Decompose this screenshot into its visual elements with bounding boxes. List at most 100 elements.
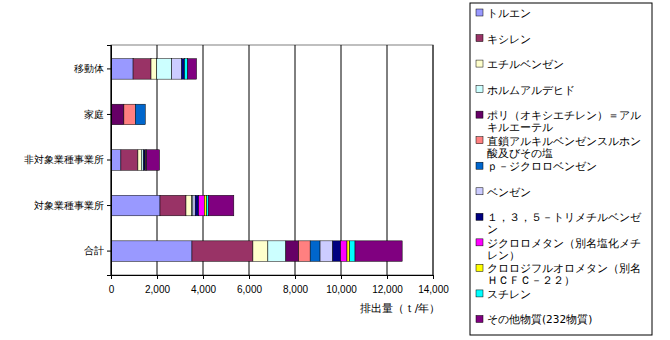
legend-label: ホルムアルデヒド xyxy=(487,84,575,96)
legend-label: ジクロロメタン（別名塩化メチレン） xyxy=(487,237,641,261)
tick: 4,000 xyxy=(191,275,216,295)
tick-label: 2,000 xyxy=(145,284,170,295)
tick: 12,000 xyxy=(372,275,403,295)
bar-segment xyxy=(145,104,146,124)
legend-label: エチルベンゼン xyxy=(487,58,564,70)
legend-label: １，３，５－トリメチルベンゼン xyxy=(487,211,642,235)
grid-line xyxy=(387,45,388,275)
bar-segment xyxy=(172,59,182,79)
series xyxy=(111,104,299,261)
bar-segment xyxy=(147,150,160,170)
series xyxy=(111,59,192,262)
bar-segment xyxy=(145,104,146,124)
legend-label: ポリ（オキシエチレン）＝アルキルエーテル xyxy=(487,109,641,133)
bar-segment xyxy=(350,241,355,261)
tick-mark xyxy=(249,275,250,279)
tick-mark xyxy=(107,68,111,69)
legend-label-line: １，３，５－トリメチルベンゼ xyxy=(487,211,642,223)
tick-mark xyxy=(203,275,204,279)
bar-segment xyxy=(111,59,133,79)
legend-label: キシレン xyxy=(487,33,531,45)
bar-segment xyxy=(185,59,188,79)
tick: 移動体 xyxy=(74,63,111,74)
legend-label: ベンゼン xyxy=(487,186,531,198)
legend-swatch xyxy=(476,86,483,93)
legend-label: スチレン xyxy=(487,288,531,300)
legend-label-line: キシレン xyxy=(487,33,531,45)
bar-segment xyxy=(195,195,198,215)
bar-segment xyxy=(121,150,138,170)
grid-line xyxy=(203,45,204,275)
bar-segment xyxy=(145,104,146,124)
legend-swatch xyxy=(476,60,483,67)
series xyxy=(141,59,285,262)
tick-label: 12,000 xyxy=(372,284,403,295)
legend-swatch xyxy=(476,111,483,118)
legend-label-line: ン xyxy=(487,223,498,235)
bar-segment xyxy=(188,59,197,79)
legend-label-line: クロロジフルオロメタン（別名 xyxy=(487,262,641,274)
axis-line xyxy=(112,276,434,280)
tick-mark xyxy=(295,275,296,279)
bar-segment xyxy=(145,104,146,124)
legend-label: トルエン xyxy=(487,7,531,19)
series xyxy=(124,104,310,261)
legend-label: 直鎖アルキルベンゼンスルホン酸及びその塩 xyxy=(487,135,641,159)
bar-segment xyxy=(193,195,195,215)
series xyxy=(145,150,347,262)
axis-line xyxy=(107,46,112,276)
bar-segment xyxy=(151,59,157,79)
grid-line xyxy=(433,45,434,275)
legend-label: その他物質(232物質) xyxy=(487,313,592,325)
bar-segment xyxy=(209,195,234,215)
legend-swatch xyxy=(476,315,483,322)
series xyxy=(138,59,268,262)
legend-label: ｐ－ジクロロベンゼン xyxy=(487,160,597,172)
bar-segment xyxy=(207,195,209,215)
tick: 2,000 xyxy=(145,275,170,295)
bar-segment xyxy=(186,195,192,215)
bar-segment xyxy=(133,59,151,79)
tick-mark xyxy=(107,251,111,252)
bar-segment xyxy=(138,150,141,170)
bar-segment xyxy=(143,150,144,170)
legend-swatch xyxy=(476,188,483,195)
legend-label-line: トルエン xyxy=(487,7,531,19)
legend-swatch xyxy=(476,213,483,220)
series xyxy=(146,59,355,262)
legend-swatch xyxy=(476,35,483,42)
bar-segment xyxy=(111,241,192,261)
legend-label-line: ｐ－ジクロロベンゼン xyxy=(487,160,597,172)
legend-label: クロロジフルオロメタン（別名ＨＣＦＣ－２２） xyxy=(487,262,641,286)
grid-line xyxy=(341,45,342,275)
bar-segment xyxy=(111,104,124,124)
legend-label-line: スチレン xyxy=(487,288,531,300)
bar-segment xyxy=(268,241,286,261)
tick: 10,000 xyxy=(326,275,357,295)
bar-segment xyxy=(145,104,146,124)
x-axis: 02,0004,0006,0008,00010,00012,00014,000 xyxy=(109,275,450,295)
tick-label: 10,000 xyxy=(326,284,357,295)
bar-segment xyxy=(333,241,341,261)
series xyxy=(146,150,350,262)
plot-area xyxy=(111,45,433,275)
tick-mark xyxy=(157,275,158,279)
bar-segment xyxy=(286,241,299,261)
axis-title: 排出量（ｔ/年） xyxy=(360,302,441,315)
bar-segment xyxy=(347,241,350,261)
bar-segment xyxy=(160,195,186,215)
legend-label-line: エチルベンゼン xyxy=(487,58,564,70)
tick-label: 対象業種事業所 xyxy=(34,200,104,211)
bar-segment xyxy=(341,241,347,261)
tick-label: 家庭 xyxy=(84,109,104,120)
series xyxy=(147,59,403,262)
tick-mark xyxy=(433,275,434,279)
tick-label: 非対象業種事業所 xyxy=(24,154,104,165)
legend-label-line: ホルムアルデヒド xyxy=(487,84,575,96)
tick-mark xyxy=(107,205,111,206)
legend-swatch xyxy=(476,162,483,169)
tick: 0 xyxy=(109,275,115,295)
tick-label: 4,000 xyxy=(191,284,216,295)
bar-segment xyxy=(204,195,206,215)
series xyxy=(135,104,320,261)
